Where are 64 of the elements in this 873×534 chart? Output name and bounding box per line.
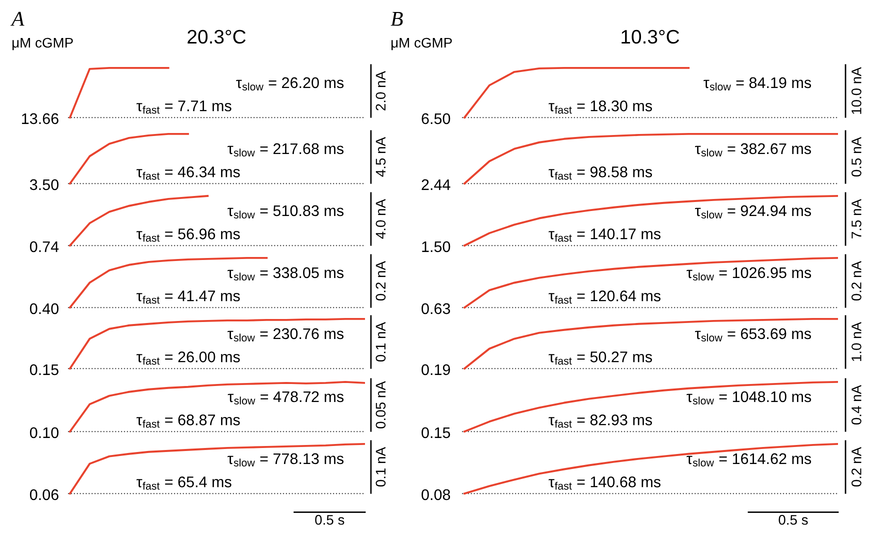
annotation: τ$_{slow}$ = 1048.10 ms [686, 391, 812, 404]
y2-axis-title: 0.05 nA [376, 381, 386, 428]
annotation: τ$_{fast}$ = 26.00 ms [136, 351, 240, 365]
y-axis-title: 3.50 [30, 179, 58, 190]
y2-axis-title: 0.1 nA [376, 322, 386, 362]
y-axis-title: 0.08 [422, 489, 450, 500]
annotation: τ$_{slow}$ = 778.13 ms [228, 453, 344, 466]
y2-axis-title: 10.0 nA [852, 67, 862, 114]
annotation: τ$_{slow}$ = 653.69 ms [695, 328, 811, 342]
text: μM cGMP [12, 38, 73, 50]
text: A [10, 12, 24, 26]
y2-axis-title: 0.2 nA [376, 260, 386, 301]
annotation: τ$_{fast}$ = 140.17 ms [548, 228, 660, 242]
annotation: τ$_{fast}$ = 46.34 ms [136, 166, 240, 180]
annotation: τ$_{slow}$ = 84.19 ms [704, 77, 812, 90]
annotation: τ$_{slow}$ = 510.83 ms [228, 205, 344, 218]
annotation: τ$_{fast}$ = 7.71 ms [136, 100, 232, 114]
text: μM cGMP [391, 38, 452, 50]
y-axis-title: 1.50 [422, 241, 450, 252]
y-axis-title: 0.06 [30, 489, 58, 500]
chart-title: 20.3°C [188, 30, 246, 44]
text: B [390, 12, 403, 26]
annotation: τ$_{slow}$ = 1614.62 ms [686, 453, 812, 466]
y-axis-title: 0.63 [422, 303, 450, 314]
annotation: τ$_{slow}$ = 1026.95 ms [686, 267, 812, 280]
annotation: τ$_{slow}$ = 230.76 ms [228, 328, 344, 342]
annotation: τ$_{slow}$ = 26.20 ms [236, 77, 344, 90]
annotation: τ$_{slow}$ = 217.68 ms [228, 143, 344, 156]
annotation: τ$_{fast}$ = 50.27 ms [548, 351, 652, 365]
annotation: τ$_{fast}$ = 18.30 ms [548, 100, 652, 114]
y-axis-title: 0.19 [422, 364, 450, 376]
annotation: τ$_{fast}$ = 140.68 ms [548, 476, 660, 490]
y-axis-title: 6.50 [422, 113, 450, 124]
y2-axis-title: 0.2 nA [852, 446, 862, 487]
y-axis-title: 0.15 [422, 427, 450, 438]
y-axis-title: 2.44 [422, 179, 450, 190]
y-axis-title: 0.74 [30, 241, 59, 252]
y2-axis-title: 0.4 nA [852, 384, 862, 425]
annotation: τ$_{slow}$ = 924.94 ms [695, 205, 811, 218]
annotation: τ$_{fast}$ = 41.47 ms [136, 290, 240, 304]
y-axis-title: 0.40 [30, 303, 58, 314]
y2-axis-title: 7.5 nA [852, 198, 862, 238]
annotation: τ$_{slow}$ = 382.67 ms [695, 143, 811, 156]
y2-axis-title: 0.1 nA [376, 446, 386, 487]
y2-axis-title: 0.5 nA [852, 136, 862, 177]
annotation: τ$_{slow}$ = 338.05 ms [228, 267, 344, 280]
annotation: τ$_{fast}$ = 120.64 ms [548, 290, 660, 304]
chart-title: 10.3°C [622, 30, 680, 44]
annotation: τ$_{fast}$ = 56.96 ms [136, 228, 240, 242]
annotation: τ$_{fast}$ = 68.87 ms [136, 414, 240, 428]
annotation: τ$_{fast}$ = 82.93 ms [548, 414, 652, 428]
y2-axis-title: 1.0 nA [852, 322, 862, 362]
y2-axis-title: 2.0 nA [376, 70, 386, 110]
annotation: τ$_{slow}$ = 478.72 ms [228, 391, 344, 404]
text: 0.5 s [778, 514, 808, 525]
y-axis-title: 0.15 [30, 364, 58, 376]
y-axis-title: 0.10 [30, 427, 58, 438]
y-axis-title: 13.66 [22, 113, 58, 124]
text: 0.5 s [315, 514, 344, 525]
y2-axis-title: 4.5 nA [376, 136, 386, 177]
y2-axis-title: 0.2 nA [852, 260, 862, 301]
y2-axis-title: 4.0 nA [376, 198, 386, 239]
annotation: τ$_{fast}$ = 98.58 ms [548, 166, 652, 180]
annotation: τ$_{fast}$ = 65.4 ms [136, 476, 232, 490]
